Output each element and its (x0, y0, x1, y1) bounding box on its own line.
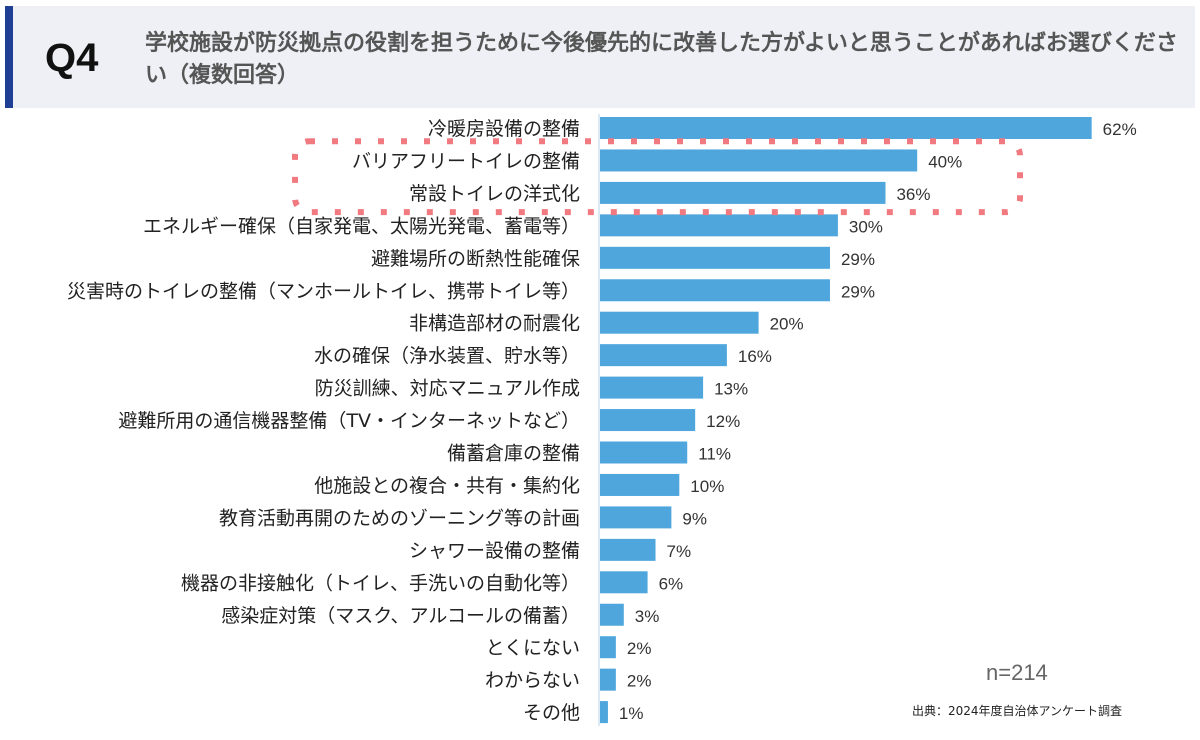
category-label: 防災訓練、対応マニュアル作成 (315, 378, 580, 400)
value-label: 10% (690, 477, 724, 496)
bar (600, 701, 608, 724)
category-label: とくにない (486, 637, 580, 659)
category-label: 感染症対策（マスク、アルコールの備蓄） (221, 605, 580, 627)
value-label: 2% (627, 639, 652, 658)
category-label: 水の確保（浄水装置、貯水等） (314, 345, 580, 367)
bar (600, 506, 672, 529)
value-label: 9% (682, 509, 707, 528)
value-label: 2% (627, 672, 652, 691)
value-label: 6% (659, 574, 684, 593)
bar (600, 473, 680, 496)
category-label: その他 (523, 702, 580, 724)
source-note: 出典：2024年度自治体アンケート調査 (912, 704, 1123, 718)
bar (600, 441, 688, 464)
bar (600, 636, 616, 659)
value-label: 13% (714, 380, 748, 399)
highlight-box (292, 138, 1023, 216)
category-label: 常設トイレの洋式化 (409, 183, 580, 205)
question-header: Q4 学校施設が防災拠点の役割を担うために今後優先的に改善した方がよいと思うこと… (5, 6, 1195, 108)
bar (600, 538, 656, 561)
bar (600, 311, 759, 334)
category-label: 機器の非接触化（トイレ、手洗いの自動化等） (181, 572, 580, 594)
bar (600, 571, 648, 594)
bar (600, 181, 886, 204)
category-label: 冷暖房設備の整備 (428, 118, 580, 140)
question-title: 学校施設が防災拠点の役割を担うために今後優先的に改善した方がよいと思うことがあれ… (145, 31, 1178, 88)
bar (600, 603, 624, 626)
question-number: Q4 (45, 36, 99, 80)
category-label: 避難場所の断熱性能確保 (371, 248, 580, 270)
bar (600, 117, 1092, 139)
category-label: バリアフリートイレの整備 (352, 150, 580, 172)
category-label: 避難所用の通信機器整備（TV・インターネットなど） (118, 410, 580, 432)
bar (600, 668, 616, 691)
category-label: シャワー設備の整備 (409, 540, 580, 562)
value-label: 1% (619, 704, 644, 723)
value-label: 62% (1103, 120, 1137, 139)
value-label: 12% (706, 412, 740, 431)
bar (600, 376, 704, 399)
value-label: 29% (841, 250, 875, 269)
bar (600, 246, 830, 269)
value-label: 7% (667, 542, 692, 561)
category-label: エネルギー確保（自家発電、太陽光発電、蓄電等） (143, 215, 580, 237)
bar (600, 149, 918, 172)
accent-bar (5, 6, 13, 108)
value-label: 40% (928, 152, 962, 171)
category-label: 備蓄倉庫の整備 (447, 443, 580, 465)
value-label: 36% (896, 185, 930, 204)
value-label: 3% (635, 607, 660, 626)
bar (600, 279, 830, 302)
bar (600, 214, 838, 237)
value-label: 20% (770, 315, 804, 334)
category-label: わからない (485, 670, 580, 692)
value-label: 11% (698, 445, 731, 464)
category-label: 他施設との複合・共有・集約化 (314, 475, 580, 497)
category-label: 非構造部材の耐震化 (409, 313, 580, 335)
bar (600, 409, 696, 432)
value-label: 30% (849, 217, 883, 236)
value-label: 16% (738, 347, 772, 366)
category-label: 災害時のトイレの整備（マンホールトイレ、携帯トイレ等） (67, 280, 580, 302)
value-label: 29% (841, 282, 875, 301)
sample-size: n=214 (986, 660, 1048, 685)
bar (600, 344, 727, 367)
category-label: 教育活動再開のためのゾーニング等の計画 (219, 507, 580, 529)
